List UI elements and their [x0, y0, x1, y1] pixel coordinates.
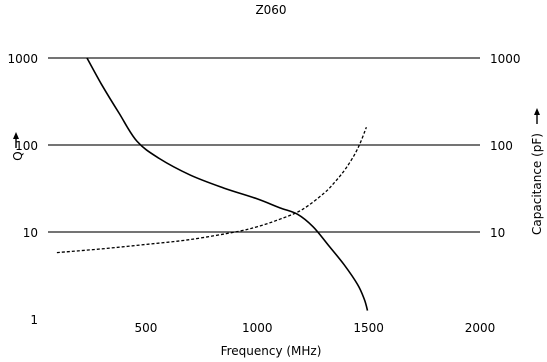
right-tick-labels: 10 100 1000	[490, 52, 521, 240]
left-axis-arrow	[13, 132, 19, 148]
capacitance-line	[56, 126, 368, 254]
q-line	[86, 57, 369, 311]
right-axis-label: Capacitance (pF)	[530, 133, 544, 235]
left-axis-title: Q	[11, 151, 25, 160]
x-tick-label: 2000	[465, 321, 496, 335]
y-tick-label-left: 10	[23, 226, 38, 240]
y-tick-label-right: 1000	[490, 52, 521, 66]
x-axis-label: Frequency (MHz)	[221, 344, 322, 358]
x-tick-label: 500	[135, 321, 158, 335]
series-lines	[56, 57, 369, 311]
y-tick-label-left: 1	[30, 313, 38, 327]
right-axis-title: Capacitance (pF)	[530, 133, 544, 235]
x-tick-label: 1500	[353, 321, 384, 335]
right-axis-arrow	[534, 108, 540, 124]
y-tick-label-right: 10	[490, 226, 505, 240]
left-tick-labels: 1 10 100 1000	[7, 52, 38, 327]
y-tick-label-left: 1000	[7, 52, 38, 66]
y-tick-label-right: 100	[490, 139, 513, 153]
y-tick-label-left: 100	[15, 139, 38, 153]
x-tick-label: 1000	[242, 321, 273, 335]
left-axis-label: Q	[11, 151, 25, 160]
x-tick-labels: 500 1000 1500 2000	[135, 321, 496, 335]
chart-title: Z060	[255, 3, 286, 17]
gridlines	[48, 57, 480, 233]
